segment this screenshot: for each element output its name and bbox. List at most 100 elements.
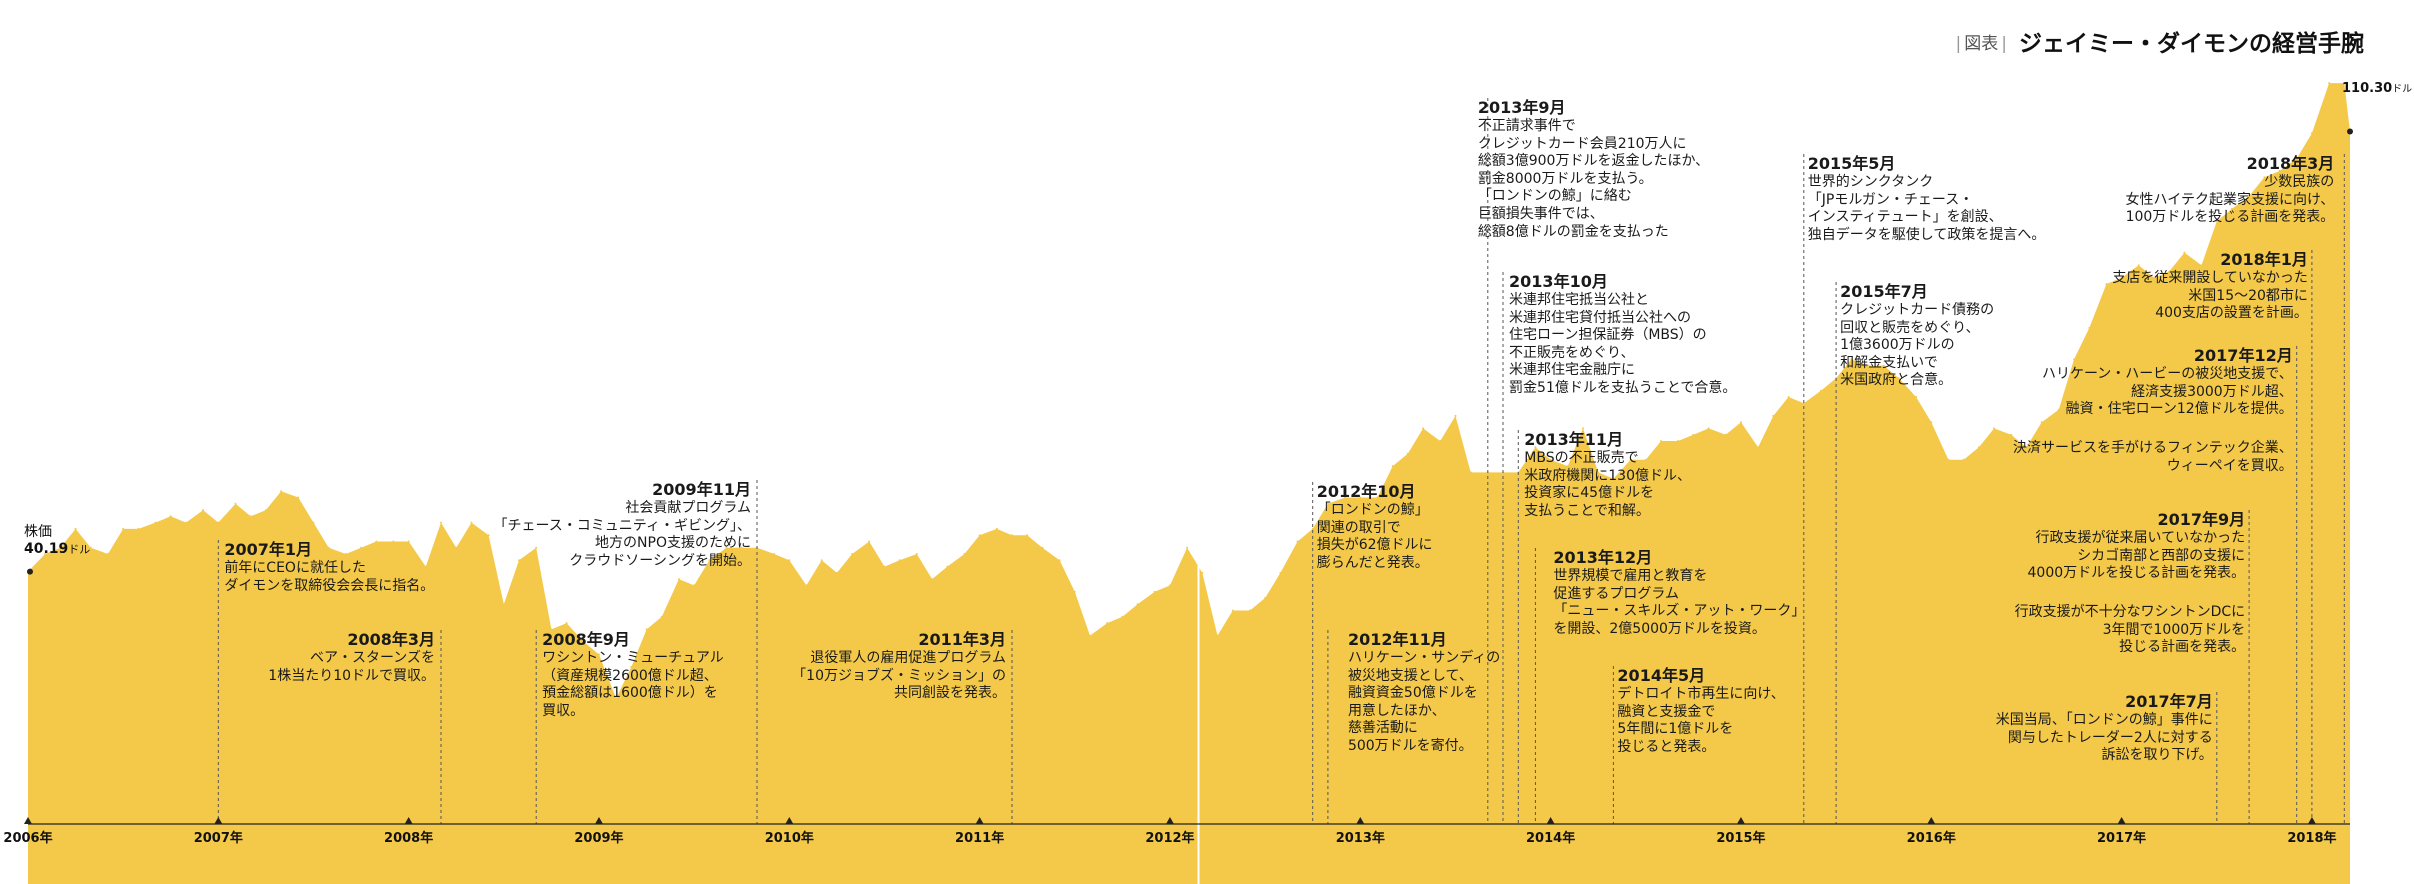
event-text-line: 1株当たり10ドルで買収。 <box>268 667 436 684</box>
price-point <box>518 559 520 562</box>
price-point <box>2088 327 2091 329</box>
price-point <box>424 565 427 568</box>
event-text-line: 膨らんだと発表。 <box>1316 554 1429 571</box>
price-point <box>1026 534 1029 537</box>
price-point <box>725 546 728 549</box>
price-point <box>963 553 966 555</box>
x-tick-marker <box>404 817 413 824</box>
event-text-line: 支店を従来開設していなかった <box>2112 270 2308 286</box>
price-point <box>535 546 538 549</box>
price-point <box>249 515 252 518</box>
price-point <box>1216 634 1219 637</box>
price-point <box>2168 270 2171 273</box>
x-tick-label: 2011年 <box>955 830 1004 846</box>
price-point <box>2073 358 2075 361</box>
price-point <box>2057 408 2060 411</box>
price-point <box>1612 477 1615 480</box>
end-price-value: 110.30 <box>2342 81 2393 96</box>
event-date: 2018年1月 <box>2220 250 2308 269</box>
x-tick-marker <box>2117 817 2126 824</box>
price-point <box>615 697 618 700</box>
event-text-line: 「チェース・コミュニティ・ギビング」、 <box>493 517 751 534</box>
event-annotation: 2017年9月 行政支援が従来届いていなかった シカゴ南部と西部の支援に 4000万ド… <box>2028 510 2246 583</box>
event-date: 2017年12月 <box>2193 346 2293 365</box>
event-text-line: 投じると発表。 <box>1617 738 1716 755</box>
event-annotation: 2012年11月 ハリケーン・サンディの 被災地支援として、 融資資金50億ドルを 用意… <box>1348 630 1500 756</box>
price-point <box>1740 421 1742 424</box>
price-point <box>1439 440 1442 442</box>
price-point <box>2263 176 2266 179</box>
start-price-marker <box>27 568 33 575</box>
price-point <box>2120 276 2123 279</box>
event-text-line: 「ロンドンの鯨」に絡む <box>1477 188 1632 205</box>
price-point <box>1391 465 1394 468</box>
price-point <box>1597 471 1600 474</box>
price-point <box>1201 571 1204 574</box>
event-text-line: 前年にCEOに就任した <box>224 560 366 576</box>
event-date: 2018年3月 <box>2246 154 2335 173</box>
price-point <box>169 515 172 518</box>
price-point <box>1549 458 1552 461</box>
x-tick-marker <box>1736 817 1745 824</box>
event-text-line: 社会貢献プログラム <box>625 500 751 516</box>
price-point <box>550 628 553 631</box>
price-point <box>1772 414 1775 417</box>
price-point <box>2343 82 2346 85</box>
event-text-line: 4000万ドルを投じる計画を発表。 <box>2027 565 2246 582</box>
price-point <box>312 521 315 524</box>
event-text-line: 訴訟を取り下げ。 <box>2101 747 2213 764</box>
event-text-line: 共同創設を発表。 <box>894 685 1006 702</box>
event-date: 2017年9月 <box>2157 510 2246 529</box>
event-annotation: 2018年1月 支店を従来開設していなかった 米国15～20都市に 400支店の設置を… <box>2112 250 2308 323</box>
event-text-line: ハリケーン・ハービーの被災地支援で、 <box>2041 366 2293 382</box>
price-point <box>1454 414 1457 417</box>
price-point <box>788 559 791 562</box>
event-text-line: 米連邦住宅金融庁に <box>1509 362 1636 379</box>
event-text-line: 慈善活動に <box>1347 720 1418 737</box>
price-point <box>1376 496 1379 499</box>
price-point <box>1058 559 1061 562</box>
event-text-line: クレジットカード債務の <box>1840 302 1995 318</box>
x-tick-marker <box>2307 817 2316 824</box>
event-annotation: 2014年5月 デトロイト市再生に向け、 融資と支援金で 5年間に1億ドルを 投じると発… <box>1617 666 1784 756</box>
price-point <box>630 666 633 668</box>
price-point <box>455 546 458 549</box>
price-point <box>1819 389 1822 392</box>
price-point <box>1041 546 1044 549</box>
event-annotation: 2008年3月 ベア・スターンズを 1株当たり10ドルで買収。 <box>268 630 435 685</box>
event-text-line: MBSの不正販売で <box>1524 450 1639 466</box>
price-point <box>820 559 823 562</box>
event-text-line: 世界規模で雇用と教育を <box>1553 568 1708 584</box>
price-point <box>2153 276 2155 279</box>
price-point <box>59 546 62 549</box>
price-area <box>28 83 2350 884</box>
price-point <box>440 521 442 524</box>
price-point <box>1136 603 1139 606</box>
price-point <box>1121 615 1124 618</box>
event-annotation: 2018年3月 少数民族の 女性ハイテク起業家支援に向け、 100万ドルを投じる計画を… <box>2126 154 2335 227</box>
price-point <box>582 640 585 643</box>
price-point <box>1707 427 1710 430</box>
price-point <box>1629 458 1632 461</box>
price-point <box>344 553 347 555</box>
price-point <box>297 496 300 499</box>
event-text-line: 総額3億900万ドルを返金したほか、 <box>1477 153 1710 170</box>
event-text-line: 不正販売をめぐり、 <box>1509 344 1635 361</box>
event-annotation: 2015年7月 クレジットカード債務の 回収と販売をめぐり、 1億3600万ドルの 和解… <box>1840 282 1994 390</box>
event-text-line: 損失が62億ドルに <box>1316 537 1433 554</box>
price-point <box>1106 622 1109 625</box>
price-point <box>202 509 205 512</box>
event-text-line: 経済支援3000万ドル超、 <box>2131 383 2293 400</box>
x-tick-label: 2016年 <box>1907 830 1956 846</box>
price-point <box>234 502 237 505</box>
price-point <box>1947 458 1950 461</box>
x-tick-marker <box>1165 817 1174 824</box>
event-annotation: 2013年11月 MBSの不正販売で 米政府機関に130億ドル、 投資家に45億ドルを… <box>1524 430 1691 520</box>
start-price-unit: ドル <box>68 543 91 556</box>
price-point <box>470 521 473 524</box>
event-text-line: 1億3600万ドルの <box>1840 337 1955 354</box>
price-point <box>1962 458 1965 461</box>
price-point <box>1644 458 1647 461</box>
price-point <box>1311 527 1314 530</box>
price-point <box>2010 433 2013 436</box>
